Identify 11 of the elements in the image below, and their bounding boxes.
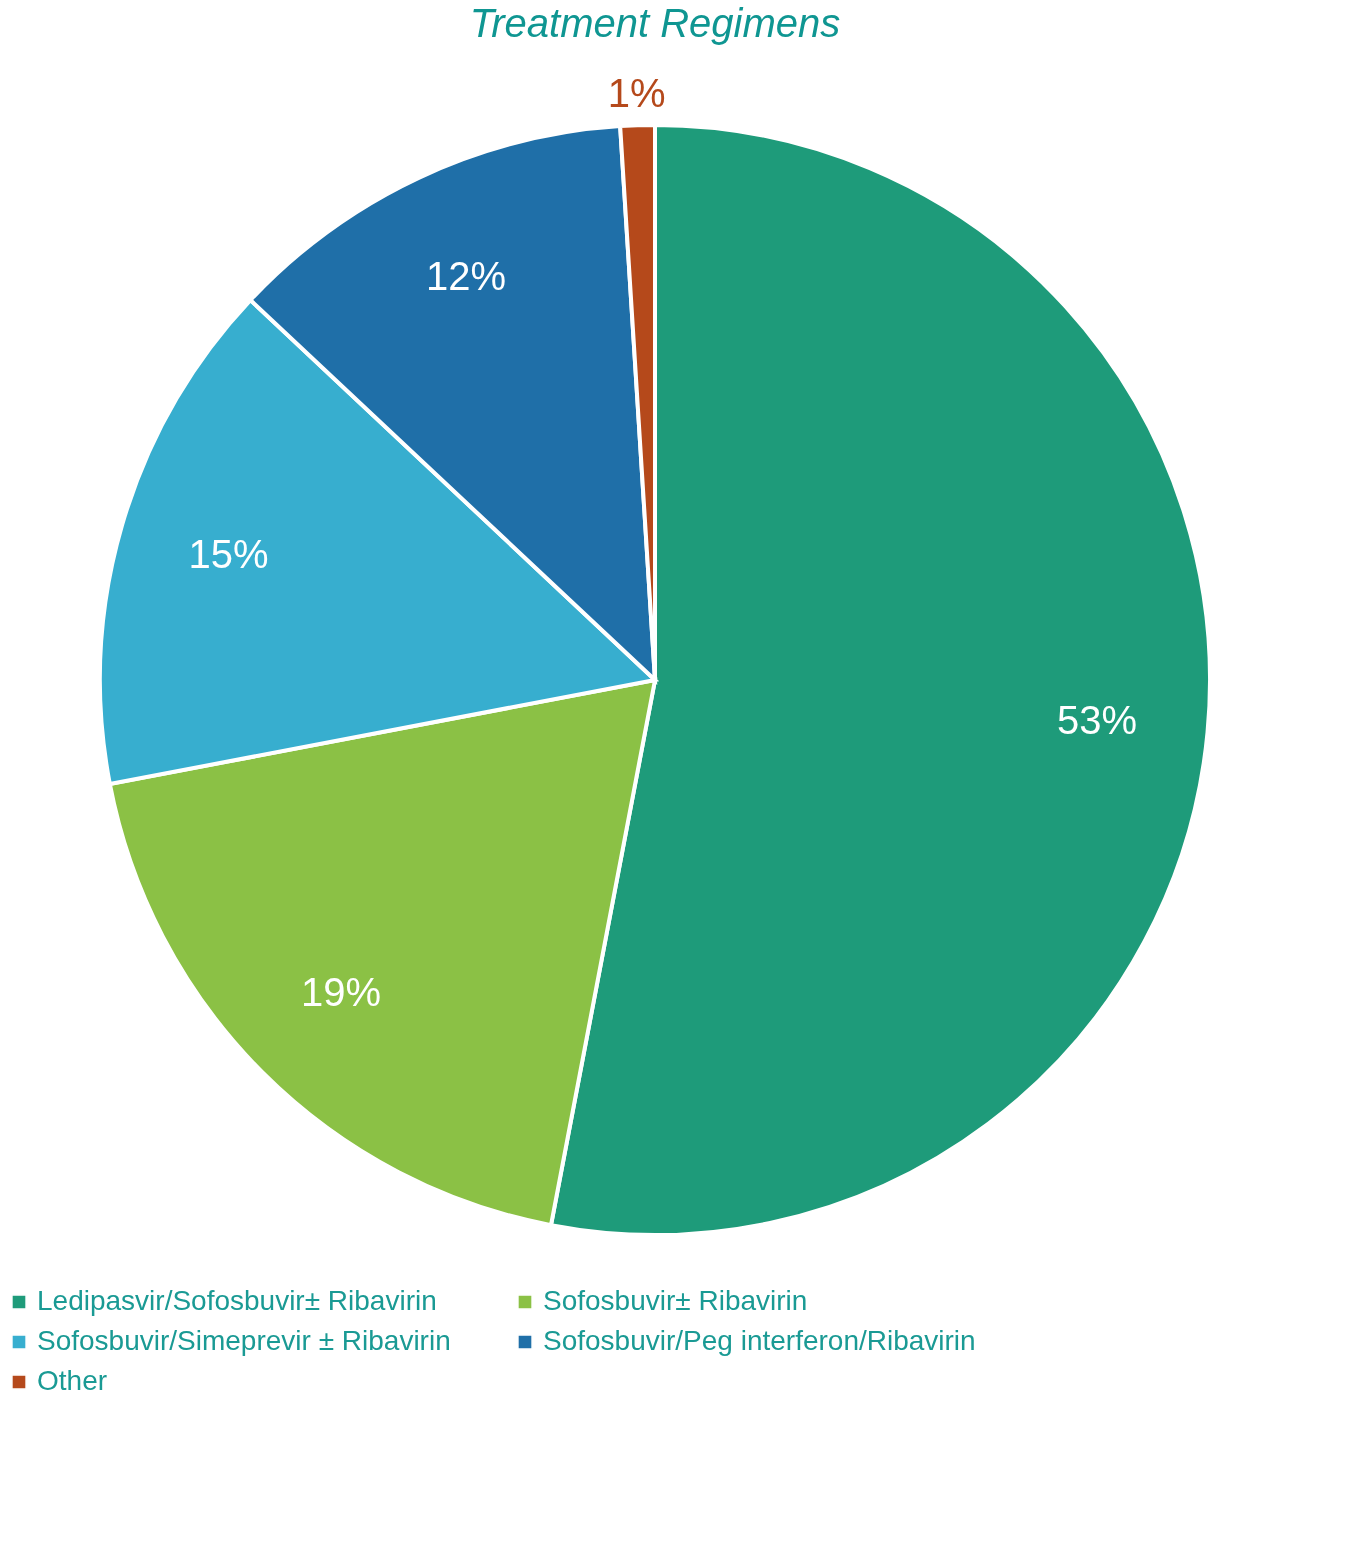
legend-label: Other	[37, 1365, 108, 1396]
data-label: 12%	[425, 254, 506, 299]
data-label: 1%	[607, 71, 666, 116]
data-label: 19%	[301, 969, 382, 1014]
legend-label: Sofosbuvir/Simeprevir ± Ribavirin	[37, 1325, 451, 1356]
data-label: 53%	[1057, 697, 1138, 742]
chart-title: Treatment Regimens	[469, 1, 841, 46]
legend-label: Sofosbuvir/Peg interferon/Ribavirin	[543, 1325, 976, 1356]
legend-label: Sofosbuvir± Ribavirin	[543, 1285, 808, 1316]
data-label: 15%	[188, 532, 269, 577]
legend-label: Ledipasvir/Sofosbuvir± Ribavirin	[37, 1285, 437, 1316]
